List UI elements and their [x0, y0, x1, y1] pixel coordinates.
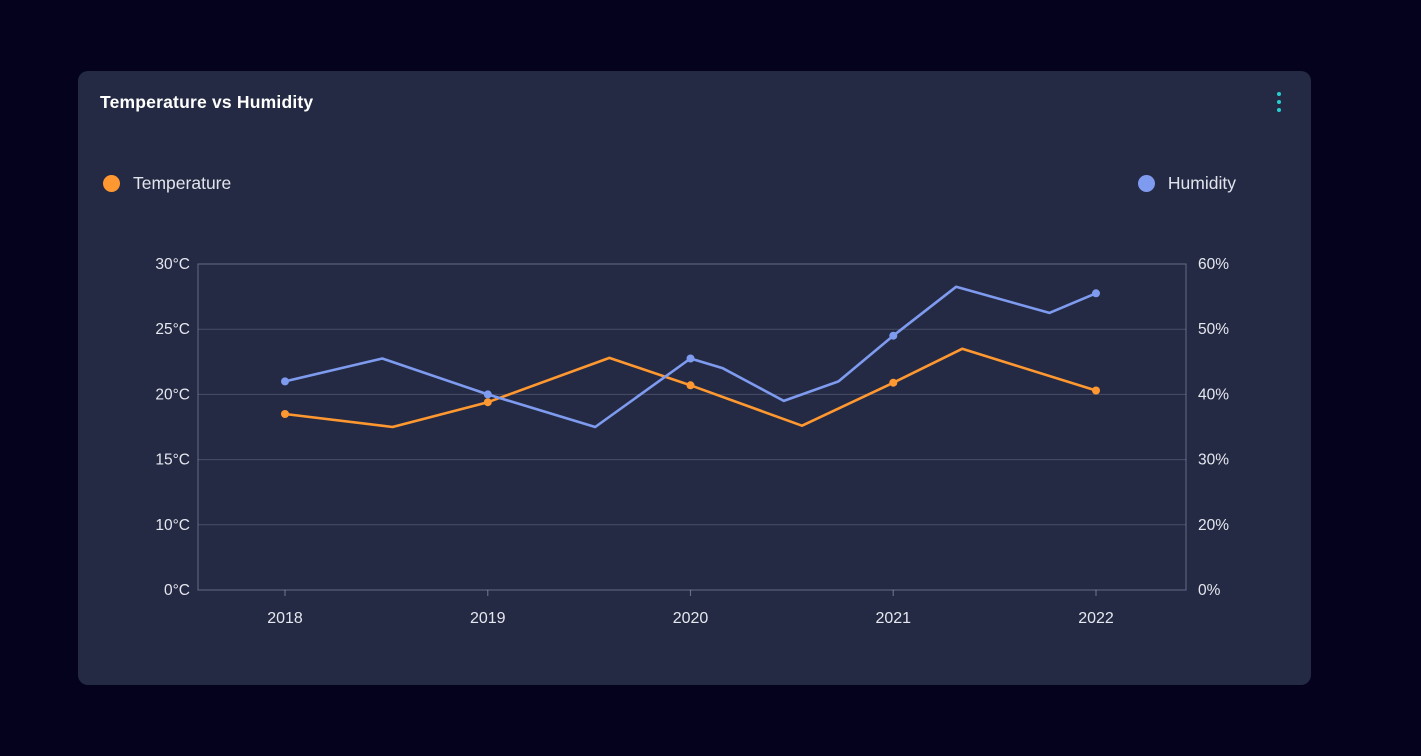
data-point-temperature[interactable] [889, 378, 898, 387]
plot-border [197, 263, 1187, 591]
data-point-temperature[interactable] [686, 381, 695, 390]
legend-item-temperature[interactable]: Temperature [103, 173, 231, 194]
y-axis-label-left: 0°C [164, 582, 190, 599]
y-axis-label-right: 0% [1198, 582, 1221, 599]
data-point-temperature[interactable] [483, 398, 492, 407]
x-axis-label: 2018 [267, 610, 303, 627]
legend-label-temperature: Temperature [133, 173, 232, 193]
chart-card: 2018 2019 2020 2021 2022 0°C 10°C 15°C 20°C 25°C 3… [78, 71, 1311, 685]
kebab-dot-icon [1277, 100, 1281, 104]
data-point-temperature[interactable] [1092, 386, 1100, 395]
x-axis-label: 2022 [1078, 610, 1114, 627]
data-point-humidity[interactable] [281, 377, 289, 386]
data-point-temperature[interactable] [281, 410, 289, 418]
line-chart-canvas[interactable]: 2018 2019 2020 2021 2022 0°C 10°C 15°C 20°C 25°C 3… [78, 71, 1311, 685]
legend-label-humidity: Humidity [1167, 173, 1236, 193]
x-axis-label: 2020 [673, 610, 709, 627]
y-axis-label-right: 60% [1198, 256, 1229, 273]
y-axis-label-right: 50% [1198, 321, 1229, 338]
data-point-humidity[interactable] [889, 331, 898, 340]
y-axis-label-right: 30% [1198, 452, 1229, 469]
data-point-humidity[interactable] [483, 390, 492, 399]
y-axis-label-left: 25°C [155, 321, 190, 338]
y-axis-label-left: 30°C [155, 256, 190, 273]
x-axis-label: 2019 [470, 610, 506, 627]
x-axis-label: 2021 [875, 610, 911, 627]
page-title: Temperature vs Humidity [100, 92, 314, 112]
kebab-dot-icon [1277, 108, 1281, 112]
data-point-humidity[interactable] [686, 354, 695, 363]
kebab-menu-button[interactable] [1269, 85, 1289, 119]
kebab-dot-icon [1277, 92, 1281, 96]
legend-item-humidity[interactable]: Humidity [1137, 173, 1236, 194]
y-axis-label-left: 20°C [155, 386, 190, 403]
line-humidity [283, 285, 1098, 429]
y-axis-label-left: 10°C [155, 517, 190, 534]
temperature-swatch-icon [103, 175, 120, 192]
y-axis-label-left: 15°C [155, 452, 190, 469]
humidity-swatch-icon [1137, 175, 1155, 192]
chart-legend: Temperature Humidity [103, 173, 1236, 194]
data-point-humidity[interactable] [1092, 289, 1100, 298]
y-axis-label-right: 20% [1198, 517, 1229, 534]
y-axis-label-right: 40% [1198, 386, 1229, 403]
